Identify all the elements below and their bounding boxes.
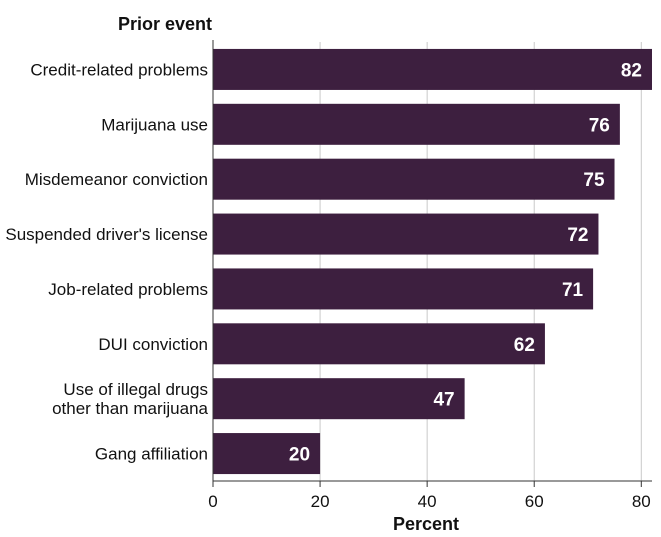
bar-value-label: 71 bbox=[562, 280, 584, 301]
category-label: DUI conviction bbox=[98, 335, 208, 354]
bar-value-label: 20 bbox=[289, 445, 310, 466]
category-label: Misdemeanor conviction bbox=[25, 170, 208, 189]
bar bbox=[213, 213, 599, 255]
bar-value-label: 75 bbox=[583, 170, 605, 191]
bar-value-label: 62 bbox=[514, 335, 535, 356]
bars: 82 76 75 72 71 62 47 20 bbox=[213, 48, 652, 475]
category-label: Credit-related problems bbox=[30, 60, 208, 79]
bar bbox=[213, 103, 620, 145]
bar bbox=[213, 323, 545, 365]
bar bbox=[213, 48, 652, 90]
bar bbox=[213, 158, 615, 200]
category-label: Marijuana use bbox=[101, 115, 208, 134]
bar-value-label: 47 bbox=[433, 390, 454, 411]
bar-value-label: 76 bbox=[589, 115, 610, 136]
bar-value-label: 72 bbox=[567, 225, 588, 246]
x-tick-label: 40 bbox=[418, 492, 437, 511]
bar bbox=[213, 378, 465, 420]
bar-value-label: 82 bbox=[621, 60, 642, 81]
x-tick-label: 0 bbox=[208, 492, 217, 511]
category-labels: Credit-related problems Marijuana use Misd… bbox=[5, 60, 208, 463]
category-axis-title: Prior event bbox=[118, 14, 212, 34]
x-axis: 0 20 40 60 80 bbox=[208, 40, 652, 511]
category-label: other than marijuana bbox=[52, 399, 208, 418]
x-tick-label: 80 bbox=[632, 492, 651, 511]
x-axis-title: Percent bbox=[393, 514, 459, 534]
category-label: Use of illegal drugs bbox=[63, 380, 208, 399]
bar bbox=[213, 433, 321, 475]
category-label: Gang affiliation bbox=[95, 445, 208, 464]
category-label: Job-related problems bbox=[48, 280, 208, 299]
x-tick-label: 60 bbox=[525, 492, 544, 511]
bar bbox=[213, 268, 594, 310]
category-label: Suspended driver's license bbox=[5, 225, 208, 244]
x-tick-label: 20 bbox=[311, 492, 330, 511]
